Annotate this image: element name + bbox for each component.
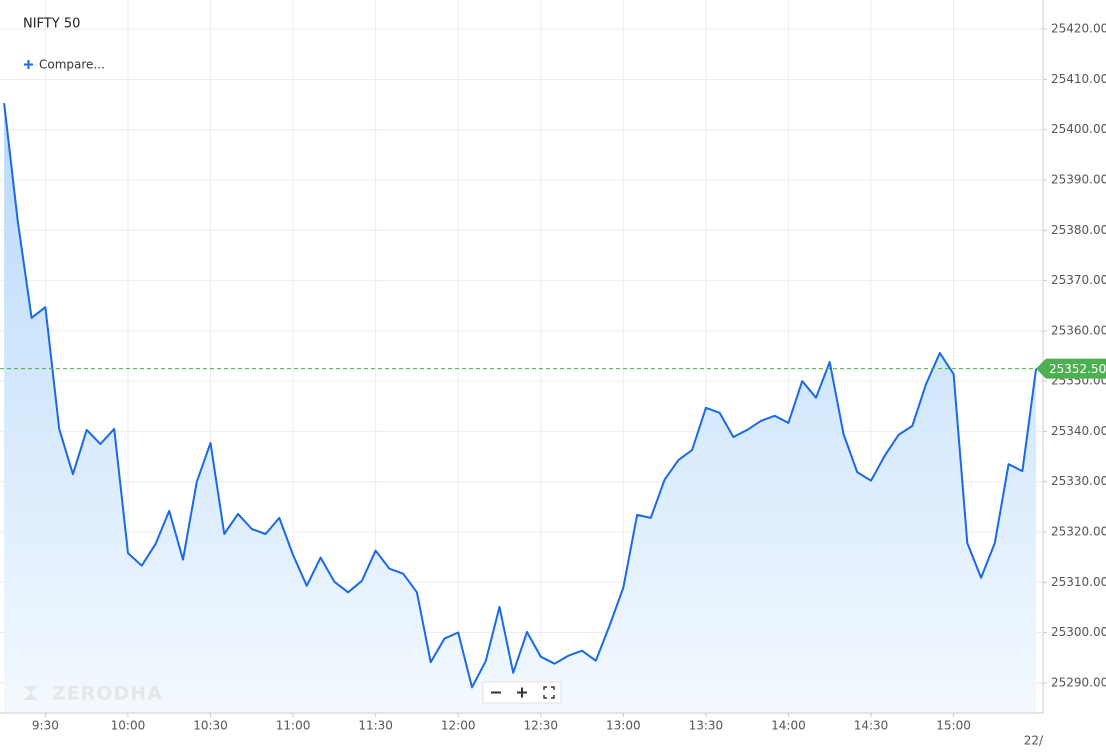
date-label: 22/ [1024, 734, 1044, 748]
compare-label[interactable]: Compare... [39, 58, 105, 72]
x-tick-label: 13:30 [689, 719, 724, 733]
x-tick-label: 12:30 [523, 719, 558, 733]
y-tick-label: 25380.00 [1051, 223, 1106, 237]
zoom-in-button[interactable] [517, 687, 527, 698]
y-tick-label: 25420.00 [1051, 22, 1106, 36]
y-tick-label: 25410.00 [1051, 72, 1106, 86]
chart-title: NIFTY 50 [23, 17, 80, 32]
x-tick-label: 11:30 [358, 719, 393, 733]
x-tick-label: 10:30 [193, 719, 228, 733]
area [4, 103, 1037, 714]
compare-button[interactable]: Compare... [24, 58, 105, 72]
last-price-tag [1036, 358, 1106, 379]
watermark-text: ZERODHA [52, 683, 163, 705]
x-tick-label: 10:00 [111, 719, 146, 733]
plot [0, 102, 1043, 714]
x-tick-label: 11:00 [276, 719, 311, 733]
x-tick-label: 14:00 [771, 719, 806, 733]
y-tick-label: 25290.00 [1051, 675, 1106, 689]
x-tick-label: 12:00 [441, 719, 476, 733]
last-price-label: 25352.50 [1049, 362, 1106, 376]
y-tick-label: 25300.00 [1051, 625, 1106, 639]
y-tick-label: 25330.00 [1051, 474, 1106, 488]
zoom-controls [482, 681, 562, 704]
y-tick-label: 25340.00 [1051, 424, 1106, 438]
y-tick-label: 25400.00 [1051, 122, 1106, 136]
x-tick-label: 15:00 [936, 719, 971, 733]
plus-icon [24, 60, 33, 69]
y-tick-label: 25370.00 [1051, 273, 1106, 287]
y-tick-label: 25320.00 [1051, 524, 1106, 538]
watermark-logo [24, 686, 38, 700]
y-tick-label: 25390.00 [1051, 173, 1106, 187]
price-line [3, 102, 1038, 689]
fullscreen-button[interactable] [543, 686, 555, 699]
x-tick-label: 14:30 [854, 719, 889, 733]
y-tick-label: 25310.00 [1051, 575, 1106, 589]
watermark: ZERODHA [24, 683, 163, 705]
x-tick-label: 13:00 [606, 719, 641, 733]
y-tick-label: 25360.00 [1051, 323, 1106, 337]
x-tick-label: 9:30 [32, 719, 59, 733]
